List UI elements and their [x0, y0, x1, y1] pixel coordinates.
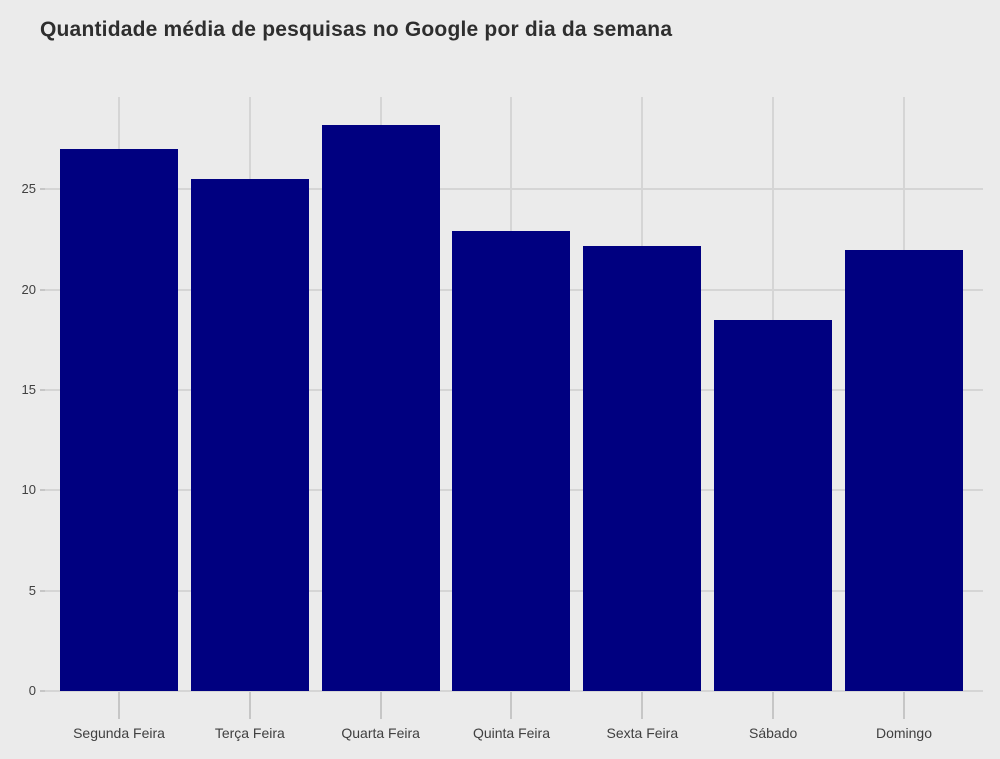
- x-tick-mark-quinta-feira: [510, 692, 513, 719]
- plot-area: [45, 97, 983, 692]
- x-tick-mark-sexta-feira: [641, 692, 644, 719]
- y-tick-label: 10: [21, 482, 36, 498]
- bar-quarta-feira: [321, 125, 440, 691]
- x-tick-mark-terca-feira: [248, 692, 251, 719]
- x-tick-label-sabado: Sábado: [749, 725, 798, 741]
- x-tick-mark-domingo: [902, 692, 905, 719]
- x-tick-label-terca-feira: Terça Feira: [214, 725, 285, 741]
- y-tick-label: 5: [28, 582, 36, 598]
- x-tick-label-segunda-feira: Segunda Feira: [73, 725, 165, 741]
- x-tick-mark-quarta-feira: [379, 692, 382, 719]
- gridline-y-25: [45, 188, 983, 191]
- x-tick-label-quarta-feira: Quarta Feira: [341, 725, 420, 741]
- x-tick-label-quinta-feira: Quinta Feira: [472, 725, 550, 741]
- x-tick-mark-sabado: [772, 692, 775, 719]
- y-tick-label: 25: [21, 181, 36, 197]
- y-tick-label: 0: [28, 683, 36, 698]
- y-tick-label: 20: [21, 281, 36, 297]
- gridline-y-0: [45, 690, 983, 692]
- bar-segunda-feira: [60, 149, 178, 691]
- bar-terca-feira: [190, 179, 309, 691]
- chart-title: Quantidade média de pesquisas no Google …: [40, 18, 673, 41]
- x-tick-label-sexta-feira: Sexta Feira: [606, 725, 679, 741]
- bar-domingo: [844, 249, 963, 691]
- x-tick-label-domingo: Domingo: [875, 725, 932, 741]
- bar-quinta-feira: [452, 231, 571, 691]
- x-tick-mark-segunda-feira: [118, 692, 120, 719]
- bar-sabado: [714, 319, 833, 691]
- y-tick-label: 15: [21, 381, 36, 397]
- bar-sexta-feira: [583, 245, 702, 691]
